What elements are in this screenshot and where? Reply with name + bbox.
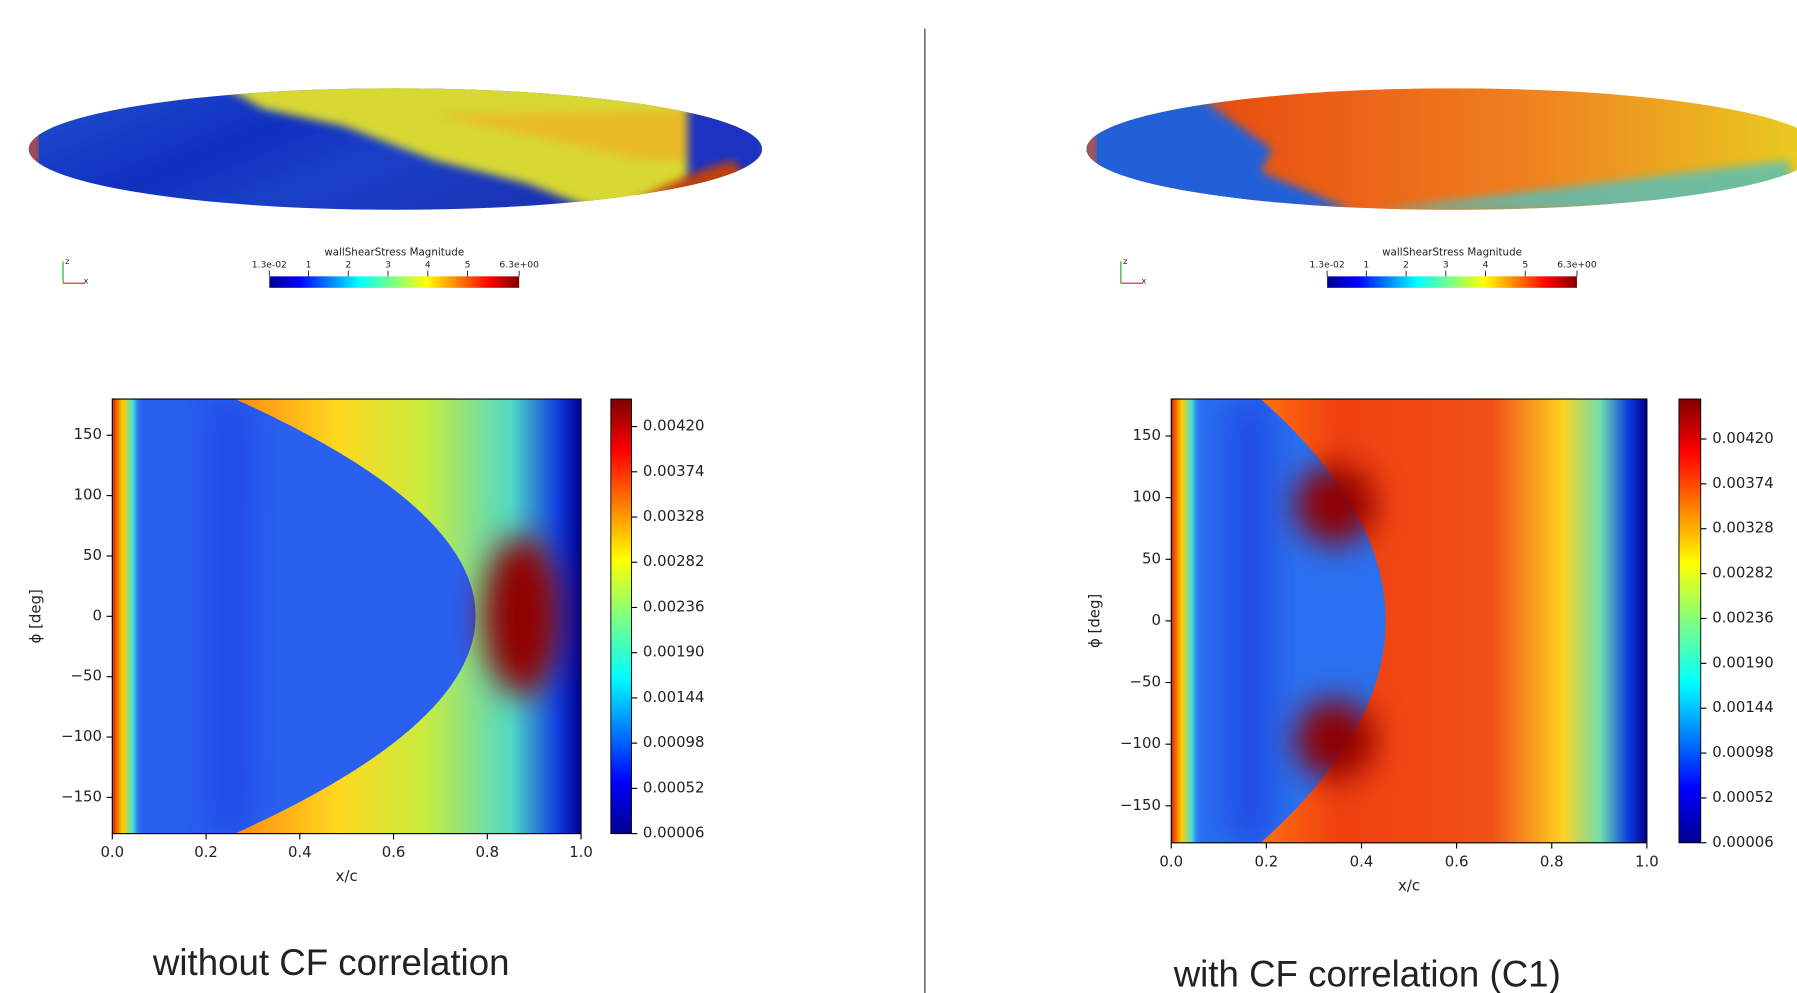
x-tick-label: 0.2: [194, 843, 218, 861]
colorbar-tick-label: 0.00236: [643, 597, 705, 615]
render-body: [28, 88, 763, 210]
colorbar-tick-label: 0.00328: [1712, 519, 1774, 537]
legend-tick-label: 5: [465, 259, 471, 270]
colorbar-tick-label: 0.00190: [1712, 653, 1774, 671]
y-tick-label: −150: [1120, 796, 1161, 814]
legend-tick-label: 3: [1443, 259, 1449, 270]
colorbar-tick-label: 0.00006: [643, 824, 705, 842]
x-tick-label: 0.4: [1350, 852, 1374, 870]
triad-label: x: [1141, 276, 1146, 285]
legend-tick-label: 1: [306, 259, 312, 270]
caption: with CF correlation (C1): [1173, 954, 1561, 993]
y-tick-label: 150: [74, 425, 102, 443]
y-axis-label: ϕ [deg]: [27, 589, 45, 643]
legend-tick-label: 4: [425, 259, 431, 270]
caption: without CF correlation: [152, 942, 510, 983]
x-tick-label: 1.0: [569, 843, 593, 861]
triad-label: z: [1123, 257, 1127, 266]
heatmap-field: [1171, 399, 1647, 843]
colorbar-tick-label: 0.00420: [643, 417, 705, 435]
x-tick-label: 0.2: [1255, 852, 1279, 870]
legend-title: wallShearStress Magnitude: [1382, 246, 1522, 258]
y-tick-label: 0: [93, 606, 102, 624]
colorbar-tick-label: 0.00006: [1712, 833, 1774, 851]
x-tick-label: 0.6: [1445, 852, 1469, 870]
y-tick-label: −100: [61, 727, 102, 745]
colorbar: [610, 398, 632, 835]
x-tick-label: 0.0: [100, 843, 124, 861]
legend-tick-label: 2: [1403, 259, 1409, 270]
x-axis-label: x/c: [1398, 876, 1420, 894]
y-tick-label: 50: [83, 546, 102, 564]
legend-title: wallShearStress Magnitude: [324, 246, 464, 258]
axes-triad: [62, 261, 1143, 284]
y-tick-label: −50: [1130, 673, 1161, 691]
legend-bar: [1327, 276, 1577, 288]
y-axis-label: ϕ [deg]: [1086, 594, 1104, 648]
x-tick-label: 0.6: [382, 843, 406, 861]
colorbar-tick-label: 0.00052: [643, 778, 705, 796]
legend-tick-label: 3: [385, 259, 391, 270]
colorbar-tick-label: 0.00374: [1712, 474, 1774, 492]
legend-tick-label: 6.3e+00: [499, 259, 539, 270]
colorbar-tick-label: 0.00052: [1712, 788, 1774, 806]
legend-tick-label: 4: [1483, 259, 1489, 270]
x-tick-label: 1.0: [1635, 852, 1659, 870]
legend-tick-label: 1: [1363, 259, 1369, 270]
y-tick-label: −50: [71, 667, 102, 685]
colorbar-tick-label: 0.00190: [643, 643, 705, 661]
y-tick-label: 150: [1133, 426, 1161, 444]
colorbar-tick-label: 0.00144: [643, 688, 705, 706]
colorbar-tick-label: 0.00282: [643, 552, 705, 570]
colorbar: [1678, 398, 1702, 844]
colorbar-tick-label: 0.00374: [643, 462, 705, 480]
legend-bar: [269, 276, 520, 288]
triad-label: z: [65, 257, 69, 266]
y-tick-label: −150: [61, 787, 102, 805]
render-body: [1086, 88, 1797, 210]
y-tick-label: 100: [1133, 488, 1161, 506]
y-tick-label: 50: [1142, 549, 1161, 567]
legend-tick-label: 6.3e+00: [1557, 259, 1597, 270]
colorbar-tick-label: 0.00144: [1712, 698, 1774, 716]
triad-label: x: [84, 276, 89, 285]
colorbar-tick-label: 0.00236: [1712, 608, 1774, 626]
colorbar-tick-label: 0.00282: [1712, 564, 1774, 582]
legend-tick-label: 2: [345, 259, 351, 270]
legend-tick-label: 5: [1522, 259, 1528, 270]
x-tick-label: 0.4: [288, 843, 312, 861]
y-tick-label: −100: [1120, 734, 1161, 752]
y-tick-label: 0: [1151, 611, 1160, 629]
colorbar-tick-label: 0.00328: [643, 507, 705, 525]
y-tick-label: 100: [74, 486, 102, 504]
legend-tick-label: 1.3e-02: [1310, 259, 1345, 270]
colorbar-tick-label: 0.00098: [1712, 743, 1774, 761]
x-axis-label: x/c: [336, 867, 358, 885]
x-tick-label: 0.0: [1159, 852, 1183, 870]
x-tick-label: 0.8: [1540, 852, 1564, 870]
colorbar-tick-label: 0.00420: [1712, 429, 1774, 447]
legend-tick-label: 1.3e-02: [252, 259, 287, 270]
colorbar-tick-label: 0.00098: [643, 733, 705, 751]
heatmap-field: [112, 399, 582, 834]
x-tick-label: 0.8: [475, 843, 499, 861]
